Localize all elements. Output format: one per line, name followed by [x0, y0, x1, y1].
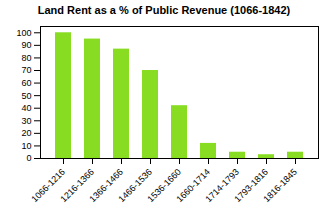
- svg-text:50: 50: [21, 91, 31, 101]
- svg-text:90: 90: [21, 40, 31, 50]
- html-text:Land Rent as a % of Public Rev: Land Rent as a % of Public Revenue (1066…: [37, 4, 291, 16]
- svg-text:80: 80: [21, 53, 31, 63]
- svg-text:70: 70: [21, 65, 31, 75]
- svg-text:1816-1845: 1816-1845: [261, 167, 299, 204]
- svg-text:100: 100: [16, 28, 31, 38]
- svg-text:40: 40: [21, 103, 31, 113]
- svg-text:0: 0: [26, 153, 31, 163]
- svg-text:60: 60: [21, 78, 31, 88]
- svg-text:20: 20: [21, 128, 31, 138]
- svg-text:10: 10: [21, 141, 31, 151]
- svg-text:30: 30: [21, 116, 31, 126]
